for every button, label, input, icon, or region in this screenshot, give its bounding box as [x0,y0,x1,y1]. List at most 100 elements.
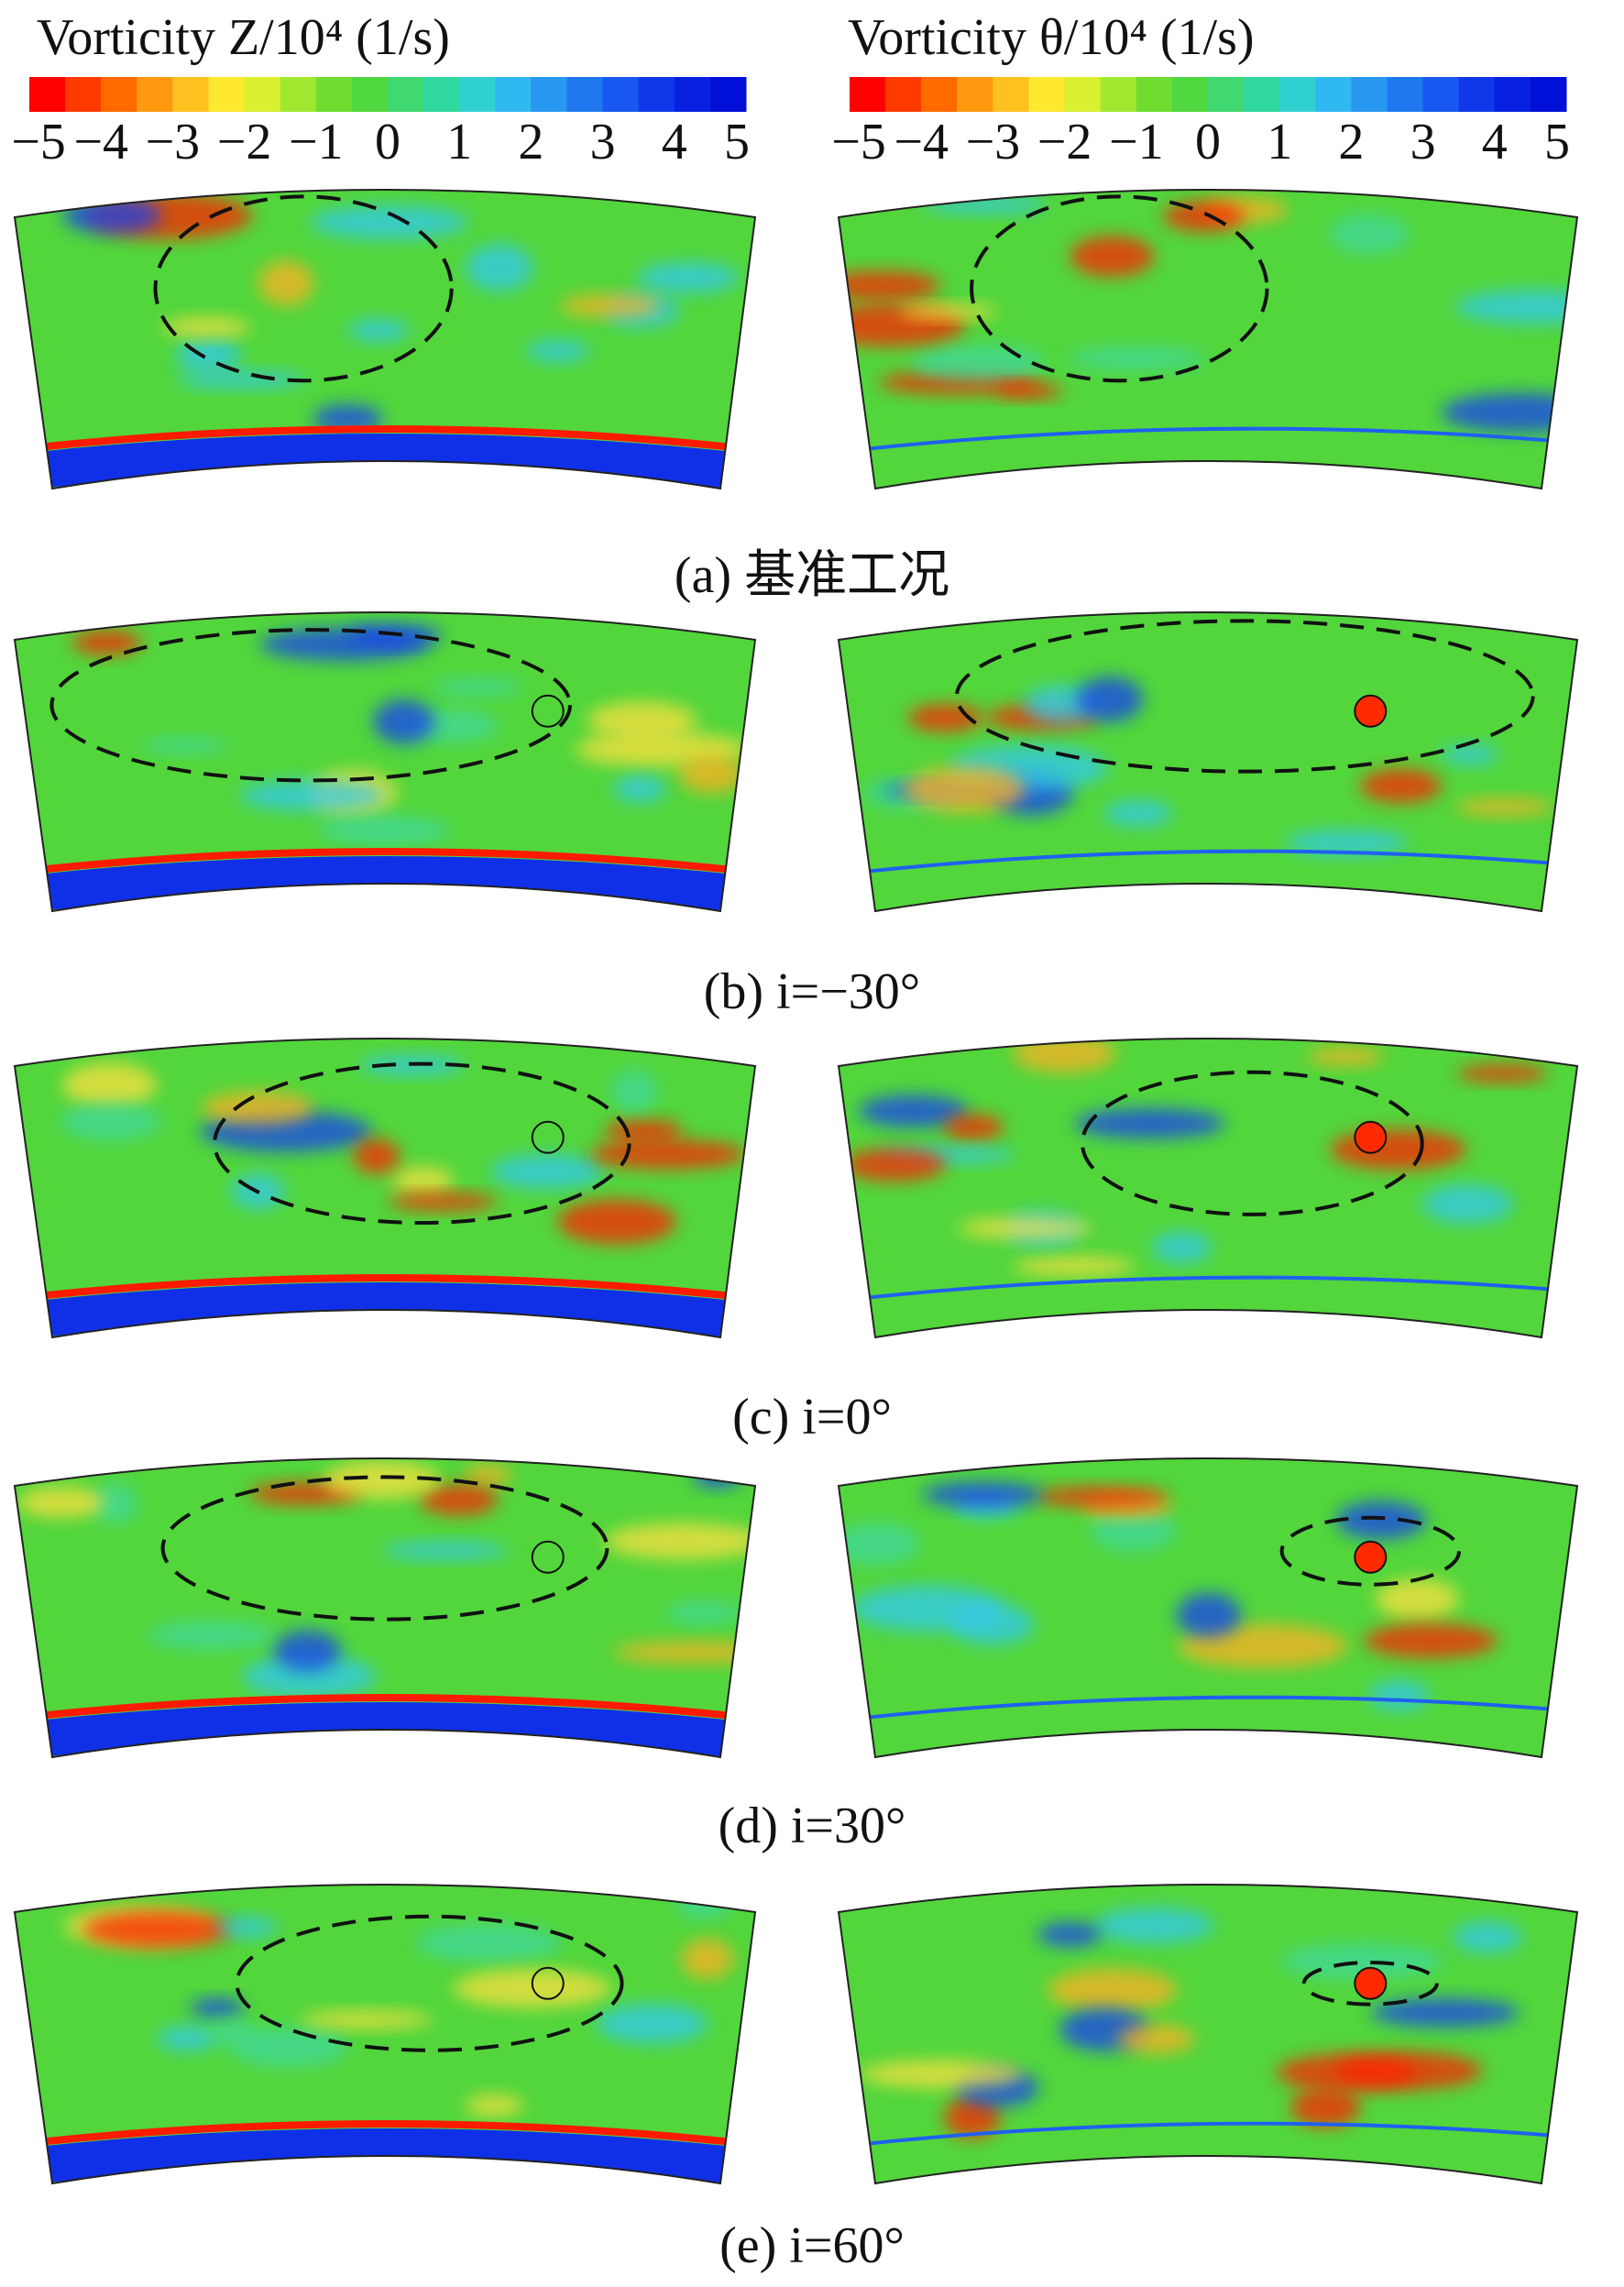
colorbar-tick-label: −5 [831,114,886,170]
colorbar-cell [137,77,173,112]
vortex-blob [414,1923,562,1963]
colorbar-tick-label: 4 [662,114,687,170]
vortex-blob [310,204,469,240]
vortex-blob [1284,830,1410,856]
colorbar-cell [850,77,886,112]
vortex-blob [664,1601,743,1624]
colorbar-cell [459,77,496,112]
vortex-blob [201,1091,314,1125]
vortex-blob [1047,1968,1178,2012]
panel-caption: (b) i=−30° [704,963,920,1020]
vortex-blob [1276,2053,1417,2092]
panel-outline [13,1457,757,1759]
colorbar-cell [1064,77,1102,112]
vortex-blob [432,678,524,697]
wall-band [15,1702,755,1757]
blade-tip [531,1540,565,1574]
blade-tip [1354,1966,1388,2000]
panel-field [839,190,1577,489]
colorbar-tick-label: 4 [1482,114,1508,170]
panel-outline [13,1038,757,1339]
panel-outline [13,611,757,913]
vortex-blob [843,1148,947,1182]
colorbar-cell [495,77,532,112]
vortex-blob [1034,1486,1169,1508]
vortex-blob [1370,1998,1520,2028]
colorbar-tick-label: −5 [11,114,66,170]
colorbar-cell [602,77,640,112]
vortex-blob [1368,1680,1430,1711]
colorbar-cell [1100,77,1137,112]
vortex-blob [589,1139,747,1170]
vortex-blob [1329,214,1410,255]
vortex-blob [910,345,1047,382]
contour-panel [839,1885,1577,2183]
vortex-blob [858,1094,969,1127]
colorbar-cell [315,77,353,112]
blade-tip [1354,1540,1388,1574]
vortex-blob [388,1193,498,1211]
blade-tip [1354,694,1388,728]
vortex-blob [596,2004,708,2044]
colorbar-tick-label: 0 [1195,114,1221,170]
vortex-blob [353,1138,400,1174]
colorbar-cell [1351,77,1388,112]
colorbar-cell [172,77,209,112]
colorbar-cell [1458,77,1496,112]
vortex-blob [957,1217,1092,1239]
colorbar-cell [351,77,389,112]
wall-band [15,1274,755,1304]
wall-band [15,848,755,878]
vortex-blob [299,2010,433,2029]
colorbar-tick-label: 3 [1410,114,1436,170]
vortex-blob [610,1070,658,1113]
colorbar-cell [1171,77,1209,112]
vortex-blob [612,1641,755,1664]
wall-band [15,1282,755,1337]
vortex-blob [176,370,307,389]
dashed-region [235,1914,624,2052]
panel-field [15,1458,755,1757]
colorbar-cell [280,77,317,112]
colorbar-cell [957,77,993,112]
vortex-blob [464,1464,512,1486]
colorbar-tick-label: −2 [217,114,272,170]
vortex-blob [62,1062,158,1108]
vortex-blob [1091,1506,1177,1552]
colorbar-cell [29,77,66,112]
colorbar-tick-label: 1 [446,114,472,170]
contour-panel [15,1885,755,2183]
vortex-blob [241,1655,377,1699]
vortex-blob [317,815,451,846]
vortex-blob [1364,1623,1498,1658]
panel-caption: (a) 基准工况 [675,547,949,604]
colorbar-cell [885,77,922,112]
vortex-blob [465,2095,524,2117]
panel-field [15,612,755,911]
vortex-blob [1037,1922,1102,1947]
vortex-blob [1074,1108,1225,1138]
vortex-blob [1330,1129,1466,1170]
vortex-blob [258,260,314,306]
vortex-blob [62,196,161,235]
vortex-blob [613,775,666,803]
wall-band [15,425,755,456]
colorbar-cell [1387,77,1424,112]
panel-outline [837,1038,1579,1339]
vortex-blob [1456,1064,1549,1083]
vortex-blob [1290,2087,1361,2128]
vortex-blob [1093,1907,1214,1943]
panel-caption: (d) i=30° [719,1798,906,1854]
colorbar-cell [388,77,424,112]
vortex-blob [1441,744,1498,765]
vortex-blob [148,1621,276,1650]
vortex-blob [839,270,941,301]
vortex-blob [239,779,386,811]
vortex-blob [381,1542,509,1560]
colorbar-cell [423,77,460,112]
panel-outline [837,189,1579,490]
vortex-blob [228,2027,348,2067]
vortex-blob [604,1523,755,1560]
